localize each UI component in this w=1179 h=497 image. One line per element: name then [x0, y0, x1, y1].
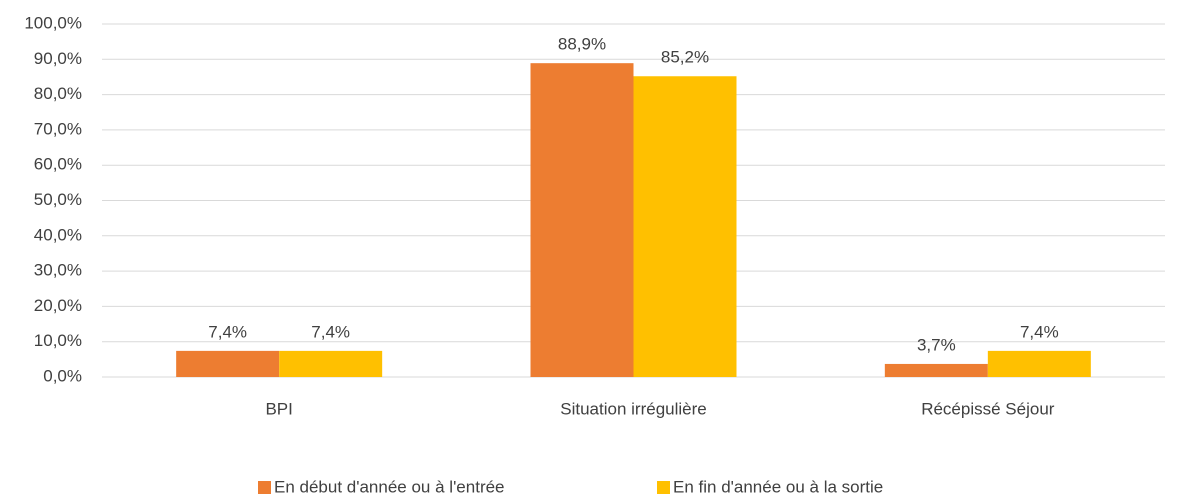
- x-tick-label: Situation irrégulière: [560, 399, 706, 418]
- y-tick-label: 60,0%: [34, 155, 82, 174]
- y-tick-label: 0,0%: [43, 366, 82, 385]
- data-label: 7,4%: [208, 322, 247, 341]
- x-tick-label: Récépissé Séjour: [921, 399, 1055, 418]
- data-label: 3,7%: [917, 335, 956, 354]
- x-tick-label: BPI: [265, 399, 292, 418]
- data-label: 85,2%: [661, 48, 709, 67]
- bar: [884, 363, 988, 377]
- y-tick-label: 90,0%: [34, 49, 82, 68]
- bar: [530, 63, 634, 378]
- y-tick-label: 70,0%: [34, 119, 82, 138]
- y-tick-label: 80,0%: [34, 84, 82, 103]
- legend-swatch: [657, 481, 670, 494]
- data-label: 7,4%: [311, 322, 350, 341]
- y-tick-label: 40,0%: [34, 225, 82, 244]
- legend-label: En fin d'année ou à la sortie: [673, 477, 883, 496]
- data-label: 7,4%: [1020, 322, 1059, 341]
- data-label: 88,9%: [558, 35, 606, 54]
- y-tick-label: 100,0%: [24, 13, 82, 32]
- bar: [633, 76, 737, 377]
- bar: [176, 350, 280, 377]
- bar: [279, 350, 383, 377]
- legend-swatch: [258, 481, 271, 494]
- legend-label: En début d'année ou à l'entrée: [274, 477, 505, 496]
- y-tick-label: 10,0%: [34, 331, 82, 350]
- y-tick-label: 50,0%: [34, 190, 82, 209]
- y-tick-label: 30,0%: [34, 261, 82, 280]
- y-tick-label: 20,0%: [34, 296, 82, 315]
- bar: [987, 350, 1091, 377]
